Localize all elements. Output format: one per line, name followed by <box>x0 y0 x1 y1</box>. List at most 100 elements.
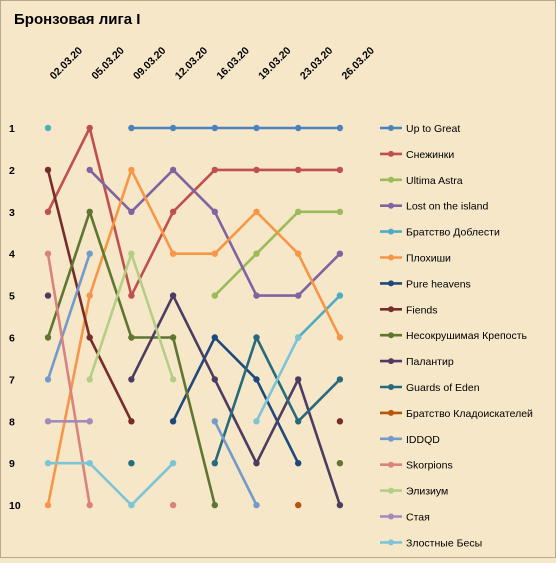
data-point <box>86 166 93 174</box>
series-line <box>46 461 175 507</box>
data-point <box>295 418 302 425</box>
data-point <box>253 418 260 425</box>
data-point <box>295 166 302 174</box>
data-point <box>86 250 93 257</box>
legend-label: Злостные Бесы <box>406 537 482 549</box>
data-point <box>211 334 218 341</box>
y-tick-label: 3 <box>9 207 15 219</box>
legend-label: Ultima Astra <box>406 175 463 187</box>
data-point <box>86 460 93 467</box>
data-point <box>169 376 177 383</box>
legend-marker <box>388 306 394 313</box>
data-point <box>211 292 218 299</box>
legend-marker <box>388 332 394 339</box>
chart-title: Бронзовая лига I <box>14 11 140 28</box>
data-point <box>211 166 218 174</box>
legend-label: Палантир <box>406 356 454 368</box>
data-point <box>169 460 177 467</box>
data-point <box>86 418 93 425</box>
legend-marker <box>388 409 394 416</box>
legend-marker <box>388 384 394 390</box>
data-point <box>336 166 344 174</box>
data-point <box>253 334 260 341</box>
data-point <box>86 334 93 341</box>
y-axis-ticks: 1 2 3 4 5 6 7 8 9 10 <box>9 123 21 512</box>
data-point <box>44 418 52 425</box>
data-point <box>336 208 344 215</box>
data-point <box>211 376 218 383</box>
legend-label: Стая <box>406 512 430 524</box>
data-point <box>336 124 344 132</box>
data-point <box>295 124 302 132</box>
data-point <box>86 124 93 132</box>
data-point <box>128 124 135 132</box>
y-tick-label: 4 <box>9 249 15 261</box>
data-point <box>128 376 135 383</box>
data-point <box>253 460 260 467</box>
data-point <box>169 166 177 174</box>
legend-label: Плохиши <box>406 253 451 265</box>
y-tick-label: 2 <box>9 165 15 177</box>
data-point <box>336 292 344 299</box>
data-point <box>169 501 177 509</box>
legend-marker <box>388 176 394 183</box>
legend-marker <box>388 125 394 131</box>
data-point <box>44 460 52 467</box>
legend-label: Guards of Eden <box>406 382 480 394</box>
data-point <box>86 292 93 299</box>
data-point <box>253 208 260 215</box>
data-point <box>336 250 344 257</box>
data-point <box>211 250 218 257</box>
data-point <box>128 208 135 215</box>
series-line <box>46 168 342 507</box>
y-tick-label: 1 <box>9 123 15 135</box>
legend-label: Братство Доблести <box>406 227 500 239</box>
y-tick-label: 8 <box>9 416 15 428</box>
legend-marker <box>388 280 394 287</box>
legend-marker <box>388 358 394 365</box>
data-point <box>211 460 218 467</box>
legend-marker <box>388 539 394 546</box>
data-point <box>128 334 135 341</box>
data-point <box>44 501 52 509</box>
data-point <box>253 501 260 509</box>
data-point <box>86 208 93 215</box>
legend-label: IDDQD <box>406 434 440 446</box>
data-point <box>86 376 93 383</box>
legend-marker <box>388 150 394 157</box>
legend-marker <box>388 202 394 209</box>
data-point <box>128 460 135 467</box>
data-point <box>169 208 177 215</box>
data-point <box>253 124 260 132</box>
data-point <box>169 418 177 425</box>
legend-label: Skorpions <box>406 460 453 472</box>
data-point <box>169 250 177 257</box>
series-line <box>255 336 300 423</box>
legend-label: Братство Кладоискателей <box>406 408 533 420</box>
y-tick-label: 10 <box>9 500 21 512</box>
data-point <box>128 501 135 509</box>
data-point <box>336 334 344 341</box>
data-point <box>169 292 177 299</box>
legend-marker <box>388 513 394 520</box>
data-point <box>253 292 260 299</box>
legend-marker <box>388 487 394 494</box>
data-point <box>44 334 52 341</box>
data-point <box>44 250 52 257</box>
data-point <box>44 166 52 174</box>
legend-label: Несокрушимая Крепость <box>406 330 528 342</box>
legend-label: Снежинки <box>406 149 454 161</box>
data-point <box>44 376 52 383</box>
data-point <box>211 501 218 509</box>
data-point <box>253 376 260 383</box>
legend-label: Элизиум <box>406 486 448 498</box>
data-point <box>169 124 177 132</box>
legend: Up to Great Снежинки Ultima Astra Lost on t… <box>380 123 533 549</box>
series-line <box>296 294 342 339</box>
data-point <box>211 124 218 132</box>
data-point <box>128 292 135 299</box>
data-point <box>336 501 344 509</box>
data-point <box>128 418 135 425</box>
